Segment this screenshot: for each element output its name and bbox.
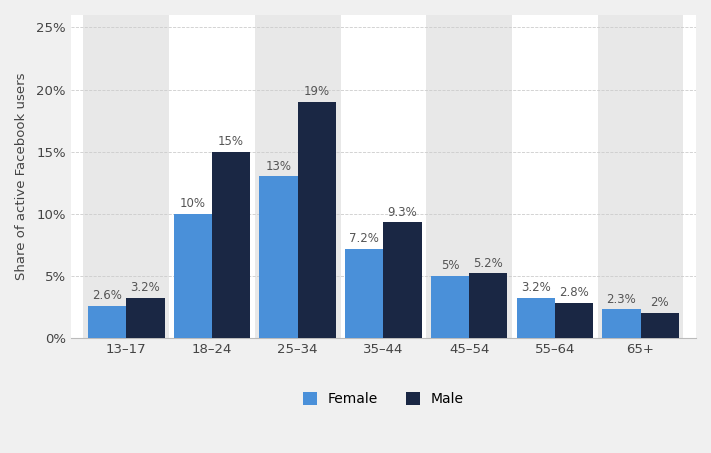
Bar (260, 177, 298, 338)
Text: 2.3%: 2.3% (606, 293, 636, 306)
Bar (83, 15, 169, 338)
Bar (173, 214, 212, 338)
Bar (127, 298, 165, 338)
Text: 13%: 13% (265, 160, 292, 173)
Bar (298, 102, 336, 338)
Text: 2.6%: 2.6% (92, 289, 122, 302)
Bar (516, 298, 555, 338)
Bar (431, 276, 469, 338)
Text: 15%: 15% (218, 135, 244, 148)
Text: 7.2%: 7.2% (349, 232, 379, 245)
Text: 2.8%: 2.8% (559, 286, 589, 299)
Text: 3.2%: 3.2% (520, 281, 550, 294)
Bar (255, 15, 341, 338)
Bar (345, 249, 383, 338)
Bar (469, 273, 508, 338)
Bar (512, 15, 598, 338)
Text: 5.2%: 5.2% (474, 257, 503, 270)
Text: 19%: 19% (304, 85, 330, 98)
Text: 9.3%: 9.3% (387, 206, 417, 219)
Text: 3.2%: 3.2% (131, 281, 160, 294)
Bar (602, 309, 641, 338)
Y-axis label: Share of active Facebook users: Share of active Facebook users (15, 73, 28, 280)
Bar (88, 306, 127, 338)
Bar (598, 15, 683, 338)
Text: 5%: 5% (441, 259, 459, 272)
Bar (641, 313, 679, 338)
Legend: Female, Male: Female, Male (297, 387, 469, 412)
Bar (212, 152, 250, 338)
Text: 2%: 2% (651, 296, 669, 309)
Text: 10%: 10% (180, 197, 205, 210)
Bar (169, 15, 255, 338)
Bar (383, 222, 422, 338)
Bar (427, 15, 512, 338)
Bar (341, 15, 427, 338)
Bar (555, 303, 593, 338)
